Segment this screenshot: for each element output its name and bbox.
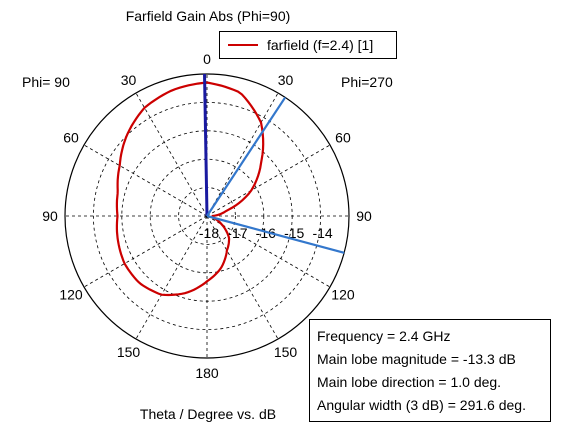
angle-tick-label: 90: [42, 208, 58, 224]
angle-tick-label: 60: [63, 130, 79, 146]
info-angular-width: Angular width (3 dB) = 291.6 deg.: [317, 397, 526, 413]
radial-tick-label: -18: [199, 225, 219, 241]
series-farfield-curve: [115, 81, 265, 297]
angle-tick-label: 120: [59, 287, 83, 303]
legend-swatch: [228, 44, 258, 46]
legend-label: farfield (f=2.4) [1]: [267, 37, 374, 53]
angle-tick-label: 30: [121, 72, 137, 88]
angle-tick-label: 120: [331, 287, 355, 303]
angle-tick-label: 60: [335, 130, 351, 146]
info-main-lobe-magnitude: Main lobe magnitude = -13.3 dB: [317, 351, 516, 367]
grid-spoke: [135, 92, 208, 217]
grid-spoke: [135, 215, 208, 340]
info-main-lobe-direction: Main lobe direction = 1.0 deg.: [317, 374, 502, 390]
marker-layer: [203, 73, 345, 254]
angle-tick-label: 30: [278, 72, 294, 88]
grid-spoke: [206, 144, 331, 217]
outer-circle: [64, 73, 350, 359]
radial-tick-label: -17: [227, 225, 247, 241]
chart-title: Farfield Gain Abs (Phi=90): [126, 8, 291, 24]
legend: farfield (f=2.4) [1]: [219, 31, 397, 59]
angular-width-limit-line: [206, 214, 345, 254]
info-frequency: Frequency = 2.4 GHz: [317, 328, 451, 344]
phi-left-label: Phi= 90: [22, 74, 70, 90]
info-box: Frequency = 2.4 GHz Main lobe magnitude …: [309, 319, 551, 422]
grid-spoke: [83, 215, 208, 288]
angle-tick-label: 150: [274, 344, 298, 360]
grid-ring: [93, 102, 321, 330]
angle-tick-label: 180: [195, 365, 219, 381]
grid-spoke: [206, 92, 279, 217]
radial-tick-label: -16: [256, 225, 276, 241]
radial-tick-label: -14: [312, 225, 332, 241]
angle-tick-label: 150: [117, 344, 141, 360]
angle-tick-label: 90: [356, 208, 372, 224]
grid-spoke: [83, 144, 208, 217]
angle-tick-label: 0: [203, 51, 211, 67]
x-axis-label: Theta / Degree vs. dB: [140, 406, 276, 422]
main-lobe-direction-line: [203, 73, 209, 217]
series-layer: [115, 81, 265, 297]
phi-right-label: Phi=270: [341, 74, 393, 90]
angular-width-limit-line: [206, 96, 287, 217]
